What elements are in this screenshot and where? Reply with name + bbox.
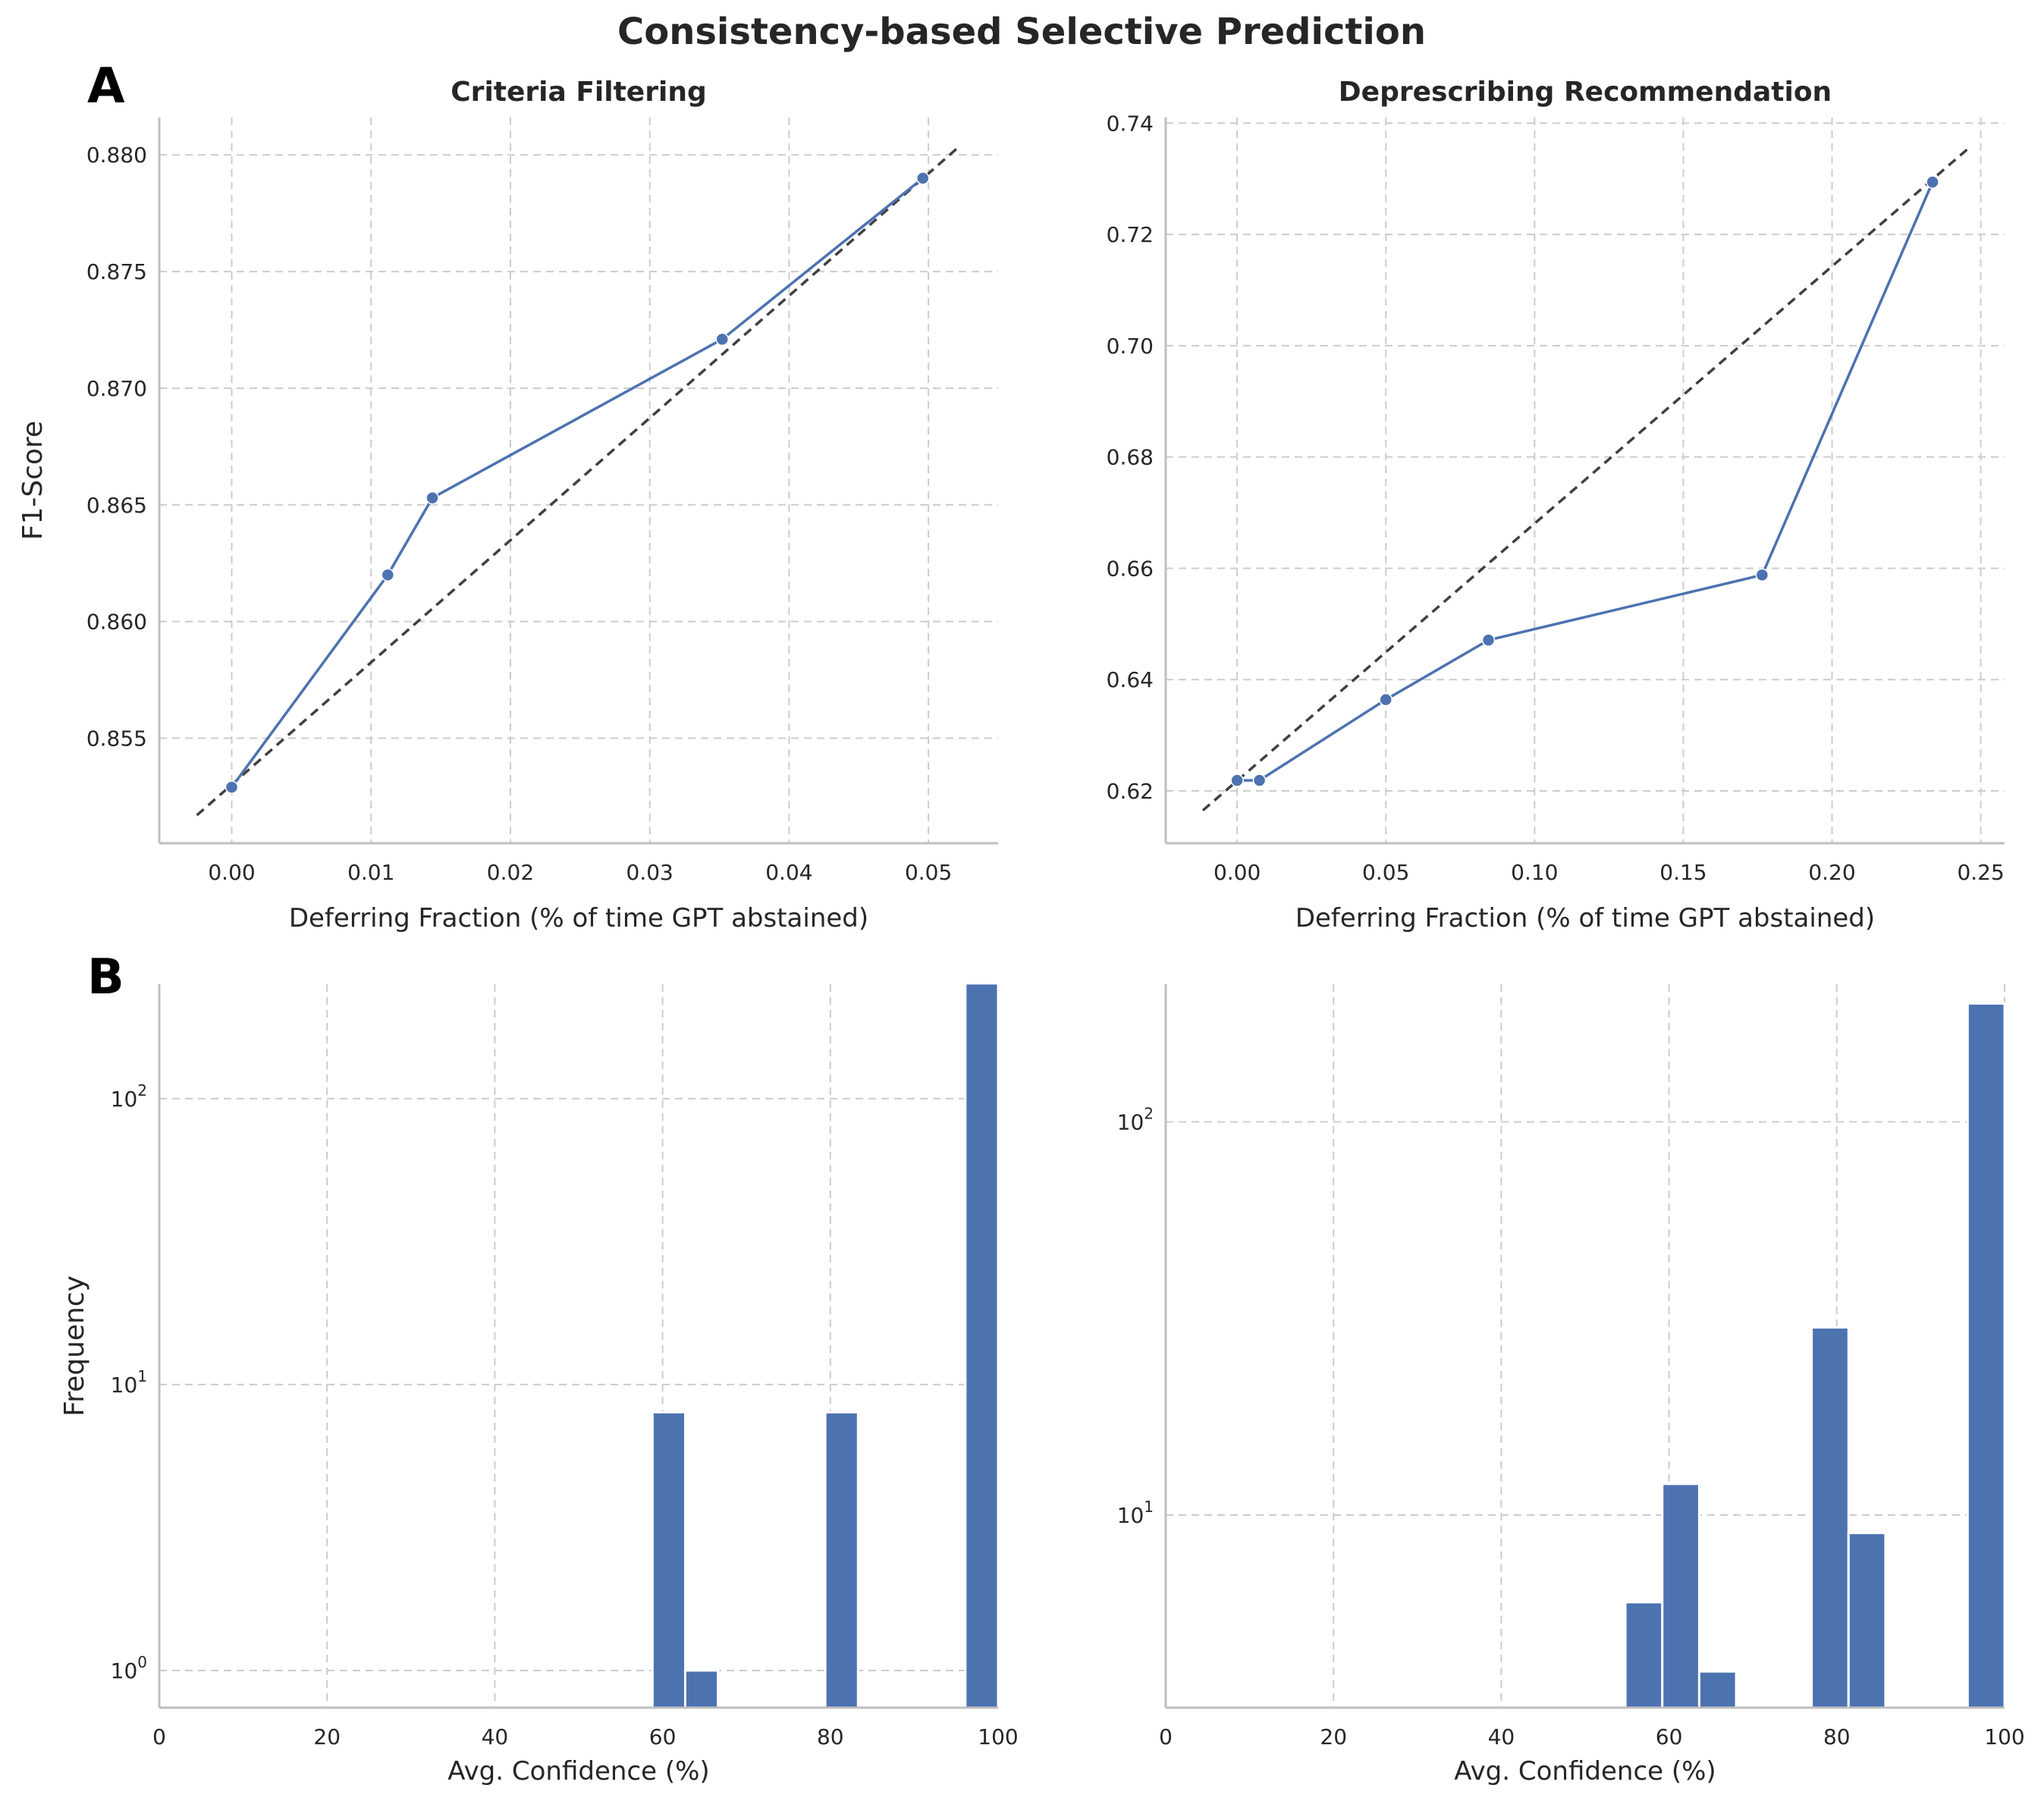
x-tick-label: 0.00 <box>1214 860 1261 885</box>
data-point <box>224 780 239 794</box>
x-tick-label: 0.02 <box>487 860 534 885</box>
y-tick-label: 0.62 <box>1107 779 1154 804</box>
y-tick-label: 0.68 <box>1107 445 1154 470</box>
x-tick-label: 0.15 <box>1659 860 1706 885</box>
x-tick-label: 100 <box>978 1724 1018 1749</box>
data-point <box>1230 773 1244 787</box>
chart-title: Deprescribing Recommendation <box>1339 77 1832 108</box>
histogram-bar <box>1966 1002 2006 1709</box>
data-point <box>715 332 729 347</box>
reference-diagonal-line <box>196 146 959 817</box>
x-tick-label: 80 <box>1823 1724 1851 1749</box>
data-point <box>1252 773 1267 787</box>
y-tick-label: 102 <box>111 1081 147 1112</box>
histogram-bar <box>1847 1532 1887 1709</box>
histogram-bar <box>964 982 1000 1709</box>
histogram-bar <box>683 1669 720 1709</box>
x-tick-label: 0.01 <box>347 860 394 885</box>
histogram-bar <box>1624 1601 1664 1709</box>
y-tick-label: 0.880 <box>86 143 147 168</box>
y-tick-label: 100 <box>111 1653 147 1683</box>
y-tick-label: 0.855 <box>86 726 147 751</box>
histogram-bar <box>824 1410 859 1709</box>
data-point <box>1755 568 1769 582</box>
x-axis-label: Avg. Confidence (%) <box>447 1756 709 1787</box>
y-tick-label: 0.865 <box>86 493 147 518</box>
x-tick-label: 40 <box>482 1724 509 1749</box>
y-axis-label: F1-Score <box>17 421 49 540</box>
histogram-bar <box>1661 1482 1700 1709</box>
data-point <box>425 491 439 505</box>
histogram-bar <box>651 1410 686 1709</box>
x-tick-label: 80 <box>817 1724 844 1749</box>
histogram-bar <box>1810 1326 1850 1709</box>
y-tick-label: 0.72 <box>1107 222 1154 247</box>
x-tick-label: 60 <box>649 1724 677 1749</box>
y-tick-exponent: 2 <box>1144 1104 1154 1122</box>
x-tick-label: 0 <box>152 1724 166 1749</box>
y-tick-label: 0.66 <box>1107 556 1154 581</box>
x-tick-label: 0.00 <box>208 860 255 885</box>
data-point <box>1379 692 1392 707</box>
x-tick-label: 0.10 <box>1511 860 1558 885</box>
y-tick-base: 10 <box>1117 1503 1144 1528</box>
x-tick-label: 0.03 <box>626 860 673 885</box>
y-tick-exponent: 1 <box>1144 1498 1154 1516</box>
x-tick-label: 0.04 <box>765 860 812 885</box>
data-point <box>916 171 930 185</box>
y-tick-label: 0.860 <box>86 610 147 635</box>
chart-panel-1: 0.00 0.01 0.02 0.03 0.04 0.05 0.855 0.860 0.865 0… <box>17 77 998 933</box>
reference-diagonal-line <box>1201 148 1969 812</box>
data-point <box>381 568 395 582</box>
figure-title: Consistency-based Selective Prediction <box>617 11 1426 53</box>
x-tick-label: 0.05 <box>1362 860 1409 885</box>
x-tick-label: 40 <box>1488 1724 1515 1749</box>
x-tick-label: 0.05 <box>905 860 952 885</box>
y-tick-label: 0.875 <box>86 259 147 284</box>
x-axis-label: Avg. Confidence (%) <box>1454 1756 1716 1787</box>
y-tick-label: 101 <box>111 1367 147 1398</box>
histogram-bar <box>1697 1670 1738 1709</box>
y-tick-base: 10 <box>1117 1109 1144 1134</box>
x-tick-label: 20 <box>313 1724 341 1749</box>
x-tick-label: 0.25 <box>1957 860 2004 885</box>
x-tick-label: 100 <box>1984 1724 2024 1749</box>
data-point <box>1481 633 1496 647</box>
y-tick-label: 0.70 <box>1107 334 1154 359</box>
panel-label-b: B <box>87 949 124 1005</box>
y-tick-base: 10 <box>111 1373 138 1398</box>
y-tick-exponent: 1 <box>137 1367 147 1385</box>
y-tick-exponent: 2 <box>137 1081 147 1100</box>
x-axis-label: Deferring Fraction (% of time GPT abstai… <box>1295 903 1875 933</box>
y-tick-base: 10 <box>111 1658 138 1683</box>
x-tick-label: 20 <box>1320 1724 1347 1749</box>
y-axis-label: Frequency <box>59 1275 90 1416</box>
x-tick-label: 0.20 <box>1808 860 1855 885</box>
chart-title: Criteria Filtering <box>451 77 706 108</box>
y-tick-label: 0.64 <box>1107 667 1154 692</box>
y-tick-label: 102 <box>1117 1104 1154 1134</box>
data-point <box>1926 175 1939 189</box>
y-tick-label: 0.870 <box>86 376 147 401</box>
y-tick-label: 0.74 <box>1107 111 1154 136</box>
panel-label-a: A <box>87 58 125 115</box>
y-tick-exponent: 0 <box>137 1653 147 1671</box>
y-tick-base: 10 <box>111 1087 138 1112</box>
chart-panel-2: 0.00 0.05 0.10 0.15 0.20 0.25 0.62 0.64 0.66 0.68… <box>1107 77 2005 933</box>
x-tick-label: 0 <box>1159 1724 1173 1749</box>
y-tick-label: 101 <box>1117 1498 1154 1528</box>
x-tick-label: 60 <box>1656 1724 1683 1749</box>
x-axis-label: Deferring Fraction (% of time GPT abstai… <box>289 903 868 933</box>
